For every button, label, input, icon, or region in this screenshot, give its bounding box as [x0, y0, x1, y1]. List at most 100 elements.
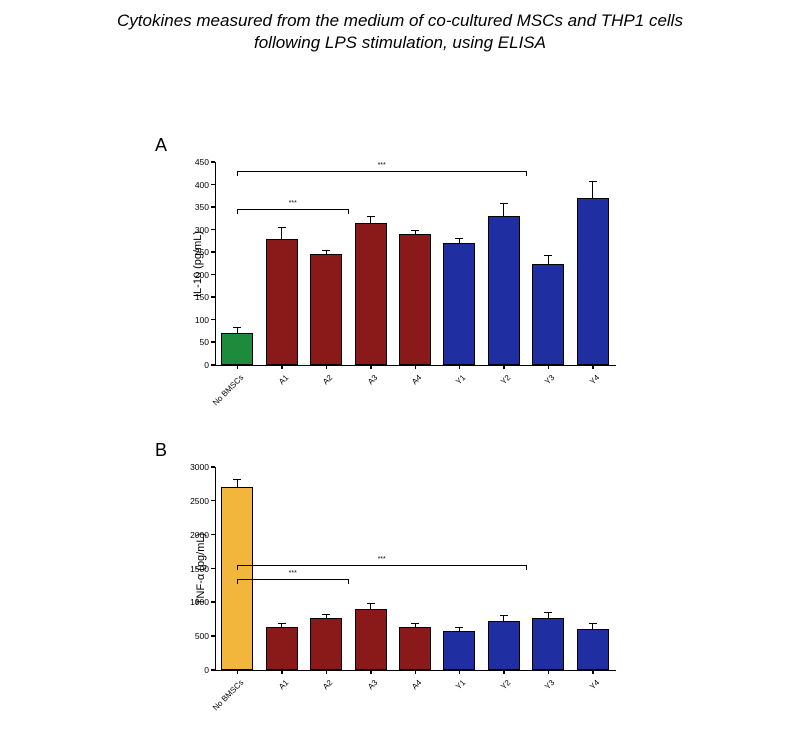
- y-tick-label: 450: [181, 157, 209, 167]
- y-tick: [211, 669, 215, 671]
- y-tick-label: 150: [181, 292, 209, 302]
- x-tick: [415, 365, 417, 369]
- error-bar-cap: [411, 230, 419, 231]
- error-bar-cap: [500, 203, 508, 204]
- x-tick: [281, 365, 283, 369]
- significance-bracket: [237, 565, 526, 566]
- significance-bracket: [237, 171, 526, 172]
- error-bar: [503, 203, 504, 217]
- x-tick-label: No BMSCs: [204, 678, 246, 720]
- y-tick-label: 300: [181, 225, 209, 235]
- y-tick: [211, 341, 215, 343]
- y-tick: [211, 319, 215, 321]
- x-tick: [548, 365, 550, 369]
- error-bar-cap: [278, 623, 286, 624]
- x-tick-label: Y1: [426, 373, 468, 415]
- significance-bracket: [237, 579, 348, 580]
- bar: [488, 621, 520, 670]
- error-bar-cap: [233, 327, 241, 328]
- y-tick-label: 0: [181, 360, 209, 370]
- bar: [488, 216, 520, 365]
- y-tick-label: 400: [181, 180, 209, 190]
- error-bar: [281, 227, 282, 238]
- x-tick: [548, 670, 550, 674]
- y-tick-label: 2500: [181, 496, 209, 506]
- x-tick-label: A2: [293, 678, 335, 720]
- x-tick: [370, 365, 372, 369]
- x-tick-label: A4: [382, 373, 424, 415]
- significance-bracket-drop: [237, 171, 238, 176]
- x-tick-label: A1: [248, 678, 290, 720]
- error-bar-cap: [455, 627, 463, 628]
- y-tick-label: 1500: [181, 564, 209, 574]
- y-axis-label: IL-10 (pg/mL): [192, 230, 204, 296]
- significance-bracket-drop: [237, 565, 238, 570]
- bar: [443, 243, 475, 365]
- bar: [532, 264, 564, 365]
- y-tick: [211, 229, 215, 231]
- panel-a-letter: A: [155, 135, 167, 156]
- y-tick-label: 3000: [181, 462, 209, 472]
- error-bar-cap: [455, 238, 463, 239]
- bar: [577, 629, 609, 670]
- x-tick-label: A2: [293, 373, 335, 415]
- error-bar: [370, 216, 371, 223]
- significance-bracket-drop: [348, 579, 349, 584]
- x-tick: [592, 365, 594, 369]
- x-tick-label: Y3: [515, 373, 557, 415]
- significance-bracket-drop: [237, 209, 238, 214]
- significance-label: ***: [372, 162, 392, 169]
- x-tick: [503, 365, 505, 369]
- bar: [443, 631, 475, 670]
- y-tick-label: 0: [181, 665, 209, 675]
- x-tick: [237, 670, 239, 674]
- error-bar-cap: [589, 181, 597, 182]
- error-bar-cap: [411, 623, 419, 624]
- x-tick: [503, 670, 505, 674]
- bar: [310, 254, 342, 365]
- error-bar: [237, 479, 238, 488]
- panel-b-letter: B: [155, 440, 167, 461]
- y-tick-label: 1000: [181, 597, 209, 607]
- y-tick: [211, 500, 215, 502]
- error-bar-cap: [278, 227, 286, 228]
- bar: [266, 239, 298, 365]
- panel-b: B TNF-α (pg/mL)050010001500200025003000N…: [155, 440, 625, 715]
- error-bar: [592, 181, 593, 198]
- figure-title: Cytokines measured from the medium of co…: [0, 0, 800, 54]
- bar: [310, 618, 342, 670]
- x-tick-label: Y2: [471, 373, 513, 415]
- x-tick: [415, 670, 417, 674]
- panel-a: A IL-10 (pg/mL)0501001502002503003504004…: [155, 135, 625, 410]
- chart-b: TNF-α (pg/mL)050010001500200025003000No …: [155, 462, 625, 715]
- x-tick-label: No BMSCs: [204, 373, 246, 415]
- significance-bracket-drop: [348, 209, 349, 214]
- bar: [221, 333, 253, 365]
- y-tick: [211, 534, 215, 536]
- bar: [355, 609, 387, 670]
- y-tick: [211, 568, 215, 570]
- y-tick: [211, 635, 215, 637]
- x-tick-label: Y4: [559, 678, 601, 720]
- error-bar-cap: [544, 255, 552, 256]
- y-tick: [211, 601, 215, 603]
- y-tick-label: 350: [181, 202, 209, 212]
- bar: [355, 223, 387, 365]
- x-tick-label: A1: [248, 373, 290, 415]
- x-tick-label: Y2: [471, 678, 513, 720]
- bar: [577, 198, 609, 365]
- x-tick-label: A3: [337, 678, 379, 720]
- significance-bracket: [237, 209, 348, 210]
- x-tick: [592, 670, 594, 674]
- y-tick-label: 250: [181, 247, 209, 257]
- significance-bracket-drop: [237, 579, 238, 584]
- bar: [532, 618, 564, 670]
- y-tick: [211, 206, 215, 208]
- y-tick: [211, 364, 215, 366]
- y-tick-label: 200: [181, 270, 209, 280]
- x-tick: [281, 670, 283, 674]
- y-tick-label: 100: [181, 315, 209, 325]
- x-tick: [370, 670, 372, 674]
- x-tick: [326, 365, 328, 369]
- x-tick: [459, 670, 461, 674]
